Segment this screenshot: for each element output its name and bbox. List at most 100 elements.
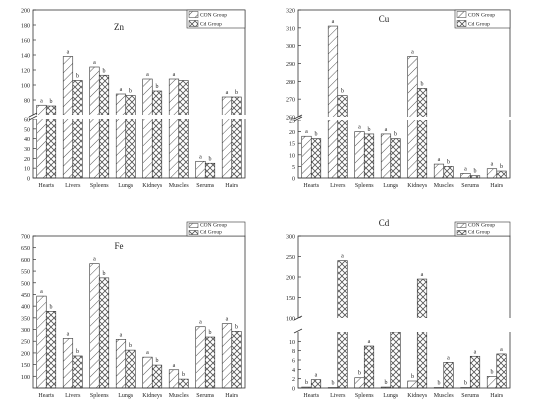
significance-label: b — [129, 89, 132, 95]
y-tick-label: 100 — [21, 84, 30, 90]
legend-box — [454, 221, 511, 237]
bar-con-spleens — [354, 131, 365, 179]
y-tick-label: 60 — [24, 118, 30, 124]
significance-label: a — [40, 289, 43, 295]
bar-cd-serums — [204, 336, 216, 389]
bar-con-livers — [327, 25, 339, 179]
significance-label: a — [40, 98, 43, 104]
legend-swatch — [188, 11, 199, 18]
bar-con-kidneys — [142, 78, 153, 179]
x-tick-label: Serums — [196, 393, 215, 399]
significance-label: a — [173, 72, 176, 78]
axis-break-mark — [28, 112, 38, 118]
x-tick-label: Hairs — [225, 393, 239, 399]
bar-con-spleens — [354, 377, 365, 389]
y-tick-label: 10 — [289, 153, 295, 159]
y-tick-label: 200 — [286, 276, 295, 282]
significance-label: a — [199, 154, 202, 160]
significance-label: b — [182, 372, 185, 378]
x-tick-label: Serums — [461, 183, 480, 189]
bar-con-livers — [327, 387, 339, 389]
legend-label: CON Group — [200, 13, 227, 19]
y-tick-label: 25 — [289, 119, 295, 125]
significance-label: a — [305, 129, 308, 135]
x-tick-label: Hairs — [490, 183, 504, 189]
axis-break-mark — [293, 116, 303, 122]
significance-label: b — [384, 380, 387, 386]
y-tick-label: 300 — [21, 328, 30, 334]
significance-label: a — [358, 125, 361, 131]
significance-label: b — [76, 74, 79, 80]
significance-label: b — [209, 330, 212, 336]
y-tick-label: 180 — [21, 24, 30, 30]
y-tick-label: 8 — [292, 349, 295, 355]
bar-con-serums — [460, 173, 471, 179]
y-tick-label: 0 — [27, 177, 30, 183]
bar-con-hairs — [221, 323, 233, 389]
significance-label: b — [474, 169, 477, 175]
y-tick-label: 260 — [286, 116, 295, 122]
significance-label: b — [490, 369, 493, 375]
bar-con-muscles — [168, 369, 180, 389]
significance-label: a — [67, 50, 70, 56]
bar-con-lungs — [115, 339, 127, 389]
bar-cd-lungs — [390, 138, 401, 179]
legend-box — [186, 221, 246, 237]
y-tick-label: 200 — [21, 9, 30, 15]
y-tick-label: 290 — [286, 62, 295, 68]
significance-label: a — [315, 373, 318, 379]
chart-panel-zn: Zn 0 10 20 30 40 50 60 80 100 120 140 160 180 200 Heart… — [21, 9, 247, 189]
legend-swatch — [188, 223, 199, 228]
significance-label: a — [93, 60, 96, 66]
significance-label: b — [103, 271, 106, 277]
bar-con-hearts — [36, 295, 47, 389]
bar-con-spleens — [89, 263, 100, 389]
bar-con-serums — [195, 160, 206, 179]
significance-label: b — [358, 371, 361, 377]
bar-cd-hearts — [45, 105, 57, 179]
bar-cd-muscles — [443, 362, 454, 389]
x-tick-label: Spleens — [90, 183, 109, 189]
significance-label: a — [199, 320, 202, 326]
chart-title: Cd — [379, 218, 390, 228]
y-tick-label: 120 — [21, 69, 30, 75]
significance-label: b — [50, 304, 53, 310]
legend-label: Cd Group — [200, 230, 222, 236]
x-tick-label: Hairs — [225, 183, 239, 189]
bar-con-hairs — [486, 376, 498, 389]
bar-cd-serums — [469, 355, 481, 389]
y-tick-label: 310 — [286, 26, 295, 32]
significance-label: b — [421, 81, 424, 87]
bar-cd-muscles — [443, 166, 454, 179]
bar-cd-kidneys — [416, 278, 428, 389]
significance-label: b — [209, 156, 212, 162]
y-tick-label: 10 — [289, 340, 295, 346]
significance-label: a — [120, 332, 123, 338]
bar-con-serums — [195, 326, 206, 389]
chart-title: Fe — [115, 241, 124, 251]
significance-label: b — [103, 68, 106, 74]
significance-label: a — [226, 317, 229, 323]
y-tick-label: 140 — [21, 54, 30, 60]
y-tick-label: 100 — [286, 317, 295, 323]
axes-frame — [297, 235, 511, 389]
y-tick-label: 280 — [286, 80, 295, 86]
significance-label: a — [146, 72, 149, 78]
legend-swatch — [456, 223, 467, 228]
significance-label: a — [67, 331, 70, 337]
x-tick-label: Serums — [461, 393, 480, 399]
y-tick-label: 160 — [21, 39, 30, 45]
significance-label: a — [474, 349, 477, 355]
axis-break-mark — [293, 315, 303, 321]
bar-con-livers — [62, 338, 74, 389]
bar-con-muscles — [168, 78, 180, 179]
y-tick-label: 150 — [286, 296, 295, 302]
legend-label: Cd Group — [468, 22, 490, 28]
significance-label: b — [437, 381, 440, 387]
x-tick-label: Hairs — [490, 393, 504, 399]
x-tick-label: Kidneys — [142, 393, 163, 399]
axis-break-mark — [293, 328, 303, 334]
bar-cd-lungs — [125, 349, 136, 389]
x-tick-label: Lungs — [383, 393, 399, 399]
significance-label: b — [129, 343, 132, 349]
